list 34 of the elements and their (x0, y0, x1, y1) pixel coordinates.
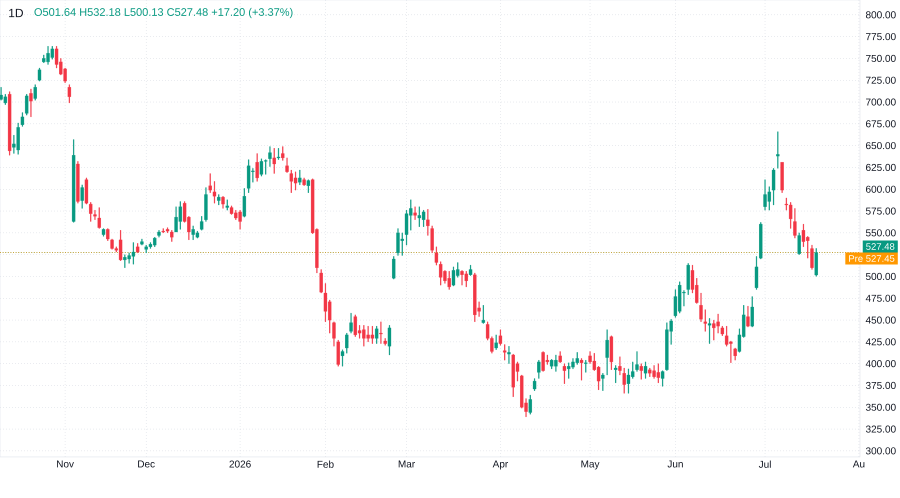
y-tick-label: 425.00 (866, 338, 896, 346)
y-tick-label: 500.00 (866, 272, 896, 280)
x-tick-label: Jun (668, 460, 683, 468)
x-tick-label: Dec (138, 460, 155, 468)
y-tick-label: 700.00 (866, 98, 896, 106)
y-tick-label: 675.00 (866, 120, 896, 128)
y-tick-label: 550.00 (866, 229, 896, 236)
x-tick-label: Au (852, 460, 864, 468)
y-tick-label: 450.00 (866, 316, 896, 324)
x-tick-label: Mar (398, 460, 415, 468)
ref-line-label: 527.48 (866, 243, 894, 250)
y-tick-label: 300.00 (866, 447, 896, 454)
y-tick-label: 400.00 (866, 360, 896, 368)
y-tick-label: 600.00 (866, 186, 896, 193)
y-tick-label: 350.00 (866, 404, 896, 411)
y-tick-label: 575.00 (866, 208, 896, 215)
y-tick-label: 775.00 (866, 33, 896, 40)
x-tick-label: Jul (758, 460, 771, 468)
text: O501.64 H532.18 L500.13 C527.48 +17.20 (+3.37%) (34, 8, 293, 18)
y-tick-label: 725.00 (866, 76, 896, 84)
x-tick-label: Feb (318, 460, 334, 468)
y-tick-label: 375.00 (866, 382, 896, 390)
y-tick-label: 750.00 (866, 54, 896, 62)
x-tick-label: May (581, 460, 600, 470)
y-tick-label: 625.00 (866, 164, 896, 171)
y-tick-label: 325.00 (866, 426, 896, 433)
x-tick-label: Apr (492, 460, 508, 470)
y-tick-label: 650.00 (866, 142, 896, 150)
y-tick-label: 475.00 (866, 294, 896, 302)
y-tick-label: 800.00 (866, 11, 896, 18)
x-tick-label: 2026 (229, 460, 251, 468)
x-tick-label: Nov (57, 460, 74, 468)
ref-line-label: Pre 527.45 (849, 255, 894, 262)
text: 1D (9, 8, 23, 18)
